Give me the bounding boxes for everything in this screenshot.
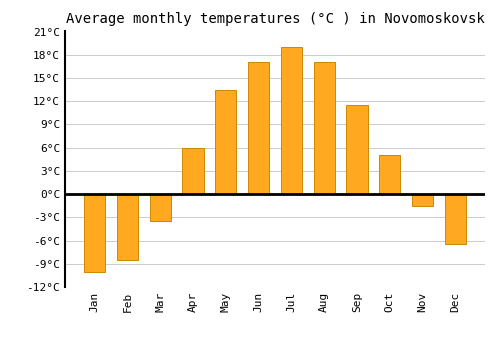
Bar [314, 62, 335, 194]
Bar [412, 194, 433, 206]
Bar [280, 47, 302, 194]
Bar [346, 105, 368, 194]
Title: Average monthly temperatures (°C ) in Novomoskovsk: Average monthly temperatures (°C ) in No… [66, 12, 484, 26]
Bar [182, 148, 204, 194]
Bar [117, 194, 138, 260]
Bar [248, 62, 270, 194]
Bar [215, 90, 236, 194]
Bar [379, 155, 400, 194]
Bar [444, 194, 466, 244]
Bar [150, 194, 171, 221]
Bar [84, 194, 106, 272]
